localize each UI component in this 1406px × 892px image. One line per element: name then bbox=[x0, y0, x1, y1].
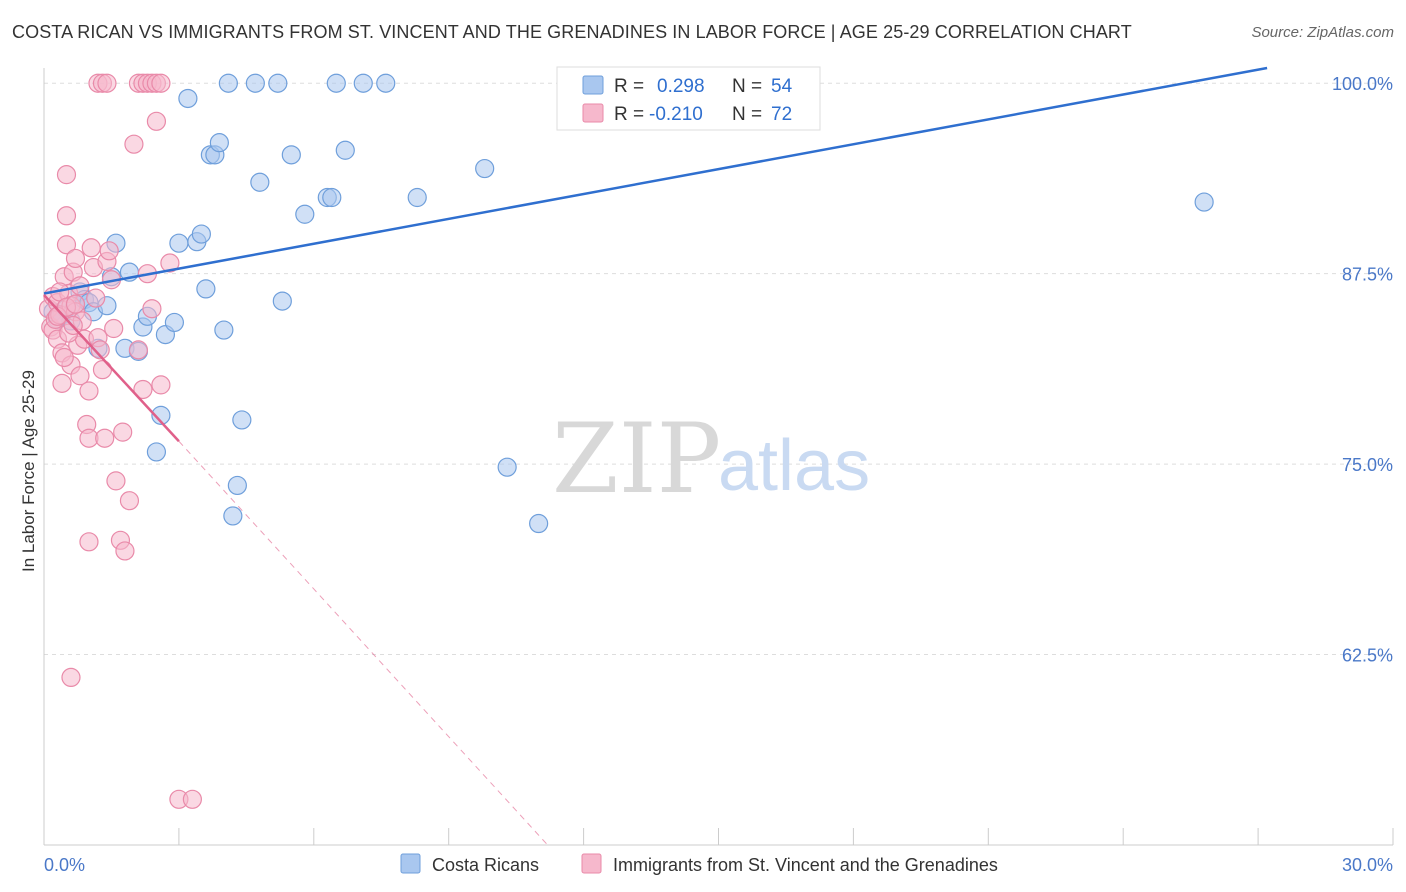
stats-legend-swatch-pink bbox=[582, 103, 604, 123]
axes bbox=[43, 68, 1394, 846]
immigrant-point-31 bbox=[90, 340, 110, 360]
chart-title: COSTA RICAN VS IMMIGRANTS FROM ST. VINCE… bbox=[12, 22, 1132, 42]
y-tick-label-3: 100.0% bbox=[1332, 74, 1393, 94]
immigrant-point-64 bbox=[151, 73, 171, 93]
immigrant-point-42 bbox=[119, 491, 140, 511]
y-axis-label: In Labor Force | Age 25-29 bbox=[19, 370, 38, 572]
immigrant-point-27 bbox=[81, 238, 101, 258]
immigrant-point-37 bbox=[104, 318, 124, 339]
immigrant-point-26 bbox=[79, 381, 99, 401]
costa-rican-point-48 bbox=[407, 187, 427, 208]
immigrant-point-33 bbox=[95, 428, 115, 448]
costa-rican-point-49 bbox=[475, 158, 495, 179]
immigrant-point-12 bbox=[56, 206, 77, 226]
immigrant-point-29 bbox=[86, 288, 106, 308]
immigrant-point-50 bbox=[160, 253, 180, 273]
immigrant-point-40 bbox=[113, 422, 133, 442]
immigrant-point-67 bbox=[54, 347, 74, 368]
costa-rican-point-44 bbox=[326, 73, 346, 93]
series-legend-label-costa-ricans: Costa Ricans bbox=[432, 855, 539, 875]
immigrant-point-41 bbox=[115, 541, 135, 561]
immigrant-point-18 bbox=[65, 248, 86, 269]
immigrant-point-71 bbox=[65, 294, 86, 314]
costa-rican-point-27 bbox=[196, 279, 216, 299]
series-legend: Costa Ricans Immigrants from St. Vincent… bbox=[400, 853, 998, 875]
costa-rican-point-38 bbox=[268, 73, 288, 93]
costa-rican-point-35 bbox=[232, 410, 252, 430]
immigrant-point-20 bbox=[70, 366, 90, 386]
costa-rican-point-19 bbox=[146, 442, 167, 462]
x-tick-labels: 0.0% 30.0% bbox=[44, 855, 1393, 875]
immigrant-point-58 bbox=[97, 73, 117, 93]
immigrant-point-49 bbox=[151, 375, 171, 395]
series-legend-swatch-immigrants bbox=[581, 853, 602, 874]
costa-rican-point-20 bbox=[151, 405, 171, 425]
immigrant-point-35 bbox=[99, 241, 119, 261]
source-credit: Source: ZipAtlas.com bbox=[1251, 24, 1394, 41]
legend-n-label-1: N = bbox=[732, 76, 762, 97]
immigrant-trend-line bbox=[43, 294, 180, 443]
costa-rican-point-39 bbox=[272, 291, 292, 311]
immigrant-point-43 bbox=[124, 134, 144, 154]
costa-rican-point-33 bbox=[223, 506, 243, 526]
stats-legend-swatch-blue bbox=[582, 75, 604, 95]
x-tick-label-0: 0.0% bbox=[44, 855, 85, 875]
costa-rican-point-45 bbox=[335, 140, 355, 160]
costa-rican-point-30 bbox=[209, 133, 229, 153]
immigrant-point-47 bbox=[142, 299, 162, 319]
costa-rican-point-37 bbox=[250, 172, 270, 192]
legend-r-label-1: R = bbox=[614, 76, 644, 97]
costa-rican-point-22 bbox=[164, 312, 185, 333]
trend-lines bbox=[43, 66, 1268, 846]
costa-rican-point-54 bbox=[1194, 192, 1214, 212]
immigrant-trend-extension bbox=[178, 440, 548, 846]
immigrant-point-48 bbox=[146, 111, 167, 131]
stats-legend: R = 0.298 N = 54 R = -0.210 N = 72 bbox=[556, 66, 821, 131]
costa-rican-point-50 bbox=[497, 457, 517, 477]
costa-rican-point-23 bbox=[169, 233, 189, 253]
costa-rican-point-26 bbox=[191, 224, 211, 244]
immigrant-point-32 bbox=[92, 360, 113, 380]
costa-rican-point-31 bbox=[214, 320, 234, 340]
costa-rican-point-47 bbox=[376, 73, 396, 93]
y-tick-labels: 62.5% 75.0% 87.5% 100.0% bbox=[1332, 74, 1393, 665]
immigrant-point-38 bbox=[106, 471, 126, 491]
legend-n-value-1: 54 bbox=[771, 76, 793, 97]
y-tick-label-0: 62.5% bbox=[1342, 646, 1393, 666]
immigrant-point-54 bbox=[61, 667, 81, 688]
costa-rican-trend-line bbox=[43, 66, 1268, 295]
costa-rican-point-36 bbox=[245, 73, 265, 93]
watermark-atlas: atlas bbox=[718, 426, 870, 506]
legend-n-label-2: N = bbox=[732, 104, 762, 125]
costa-rican-point-40 bbox=[281, 145, 301, 165]
x-tick-label-1: 30.0% bbox=[1342, 855, 1393, 875]
series-legend-label-immigrants: Immigrants from St. Vincent and the Gren… bbox=[613, 855, 998, 875]
watermark-zip: ZIP bbox=[552, 403, 721, 515]
costa-rican-point-51 bbox=[529, 513, 549, 534]
costa-rican-point-32 bbox=[218, 73, 238, 93]
immigrant-point-55 bbox=[79, 532, 99, 552]
immigrant-point-53 bbox=[56, 165, 77, 185]
legend-r-value-2: -0.210 bbox=[649, 104, 703, 125]
legend-r-label-2: R = bbox=[614, 104, 644, 125]
costa-rican-point-41 bbox=[295, 204, 315, 224]
costa-rican-point-24 bbox=[178, 88, 198, 109]
legend-n-value-2: 72 bbox=[771, 104, 792, 125]
y-tick-label-2: 87.5% bbox=[1342, 265, 1393, 285]
series-legend-swatch-costa-ricans bbox=[400, 853, 421, 874]
costa-rican-point-46 bbox=[353, 73, 373, 93]
immigrant-point-45 bbox=[133, 379, 153, 400]
costa-rican-point-34 bbox=[227, 475, 247, 496]
immigrant-point-52 bbox=[182, 789, 202, 809]
y-tick-label-1: 75.0% bbox=[1342, 455, 1393, 475]
immigrant-point-44 bbox=[128, 340, 149, 360]
legend-r-value-1: 0.298 bbox=[657, 76, 705, 97]
immigrant-point-11 bbox=[56, 235, 77, 255]
immigrant-point-9 bbox=[52, 373, 72, 393]
costa-rican-point-43 bbox=[322, 187, 342, 208]
